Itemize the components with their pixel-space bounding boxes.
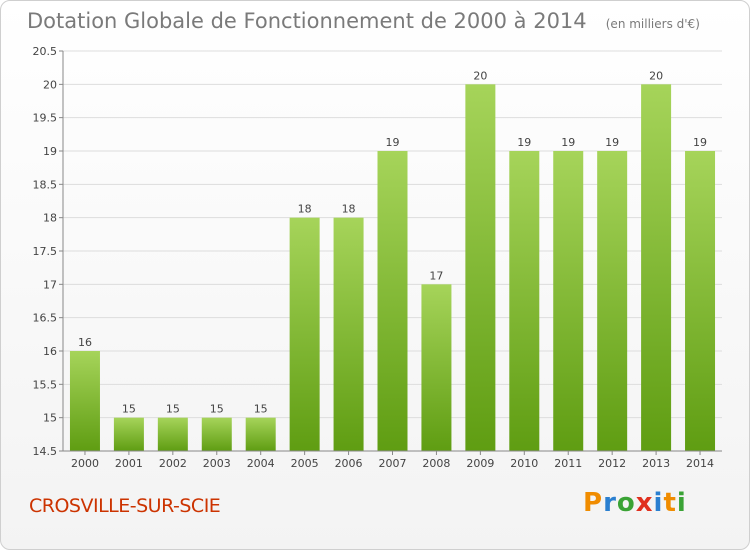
- x-tick-label: 2003: [203, 457, 231, 470]
- x-tick-label: 2010: [510, 457, 538, 470]
- x-tick-label: 2013: [642, 457, 670, 470]
- bar: [553, 151, 584, 451]
- y-tick-label: 14.5: [33, 445, 58, 458]
- x-tick-label: 2012: [598, 457, 626, 470]
- bar: [421, 284, 452, 451]
- bar: [201, 417, 232, 451]
- x-tick-label: 2006: [335, 457, 363, 470]
- bar: [509, 151, 540, 451]
- x-tick-label: 2014: [686, 457, 714, 470]
- bar: [113, 417, 144, 451]
- y-tick-label: 19.5: [33, 112, 58, 125]
- data-label: 19: [561, 136, 575, 149]
- data-label: 19: [386, 136, 400, 149]
- y-tick-label: 17: [43, 278, 57, 291]
- proxiti-logo[interactable]: Proxiti: [583, 488, 687, 518]
- bar: [465, 84, 496, 451]
- bar: [685, 151, 716, 451]
- bar: [597, 151, 628, 451]
- y-tick-label: 15: [43, 412, 57, 425]
- y-tick-label: 16: [43, 345, 57, 358]
- y-tick-label: 20.5: [33, 45, 58, 58]
- x-tick-label: 2009: [466, 457, 494, 470]
- y-tick-label: 20: [43, 78, 57, 91]
- x-tick-label: 2004: [247, 457, 275, 470]
- data-label: 15: [254, 403, 268, 416]
- data-label: 19: [517, 136, 531, 149]
- data-label: 18: [298, 203, 312, 216]
- chart-unit: (en milliers d'€): [605, 17, 700, 31]
- y-tick-label: 18: [43, 212, 57, 225]
- logo-letter: i: [676, 488, 687, 518]
- chart-title: Dotation Globale de Fonctionnement de 20…: [27, 9, 587, 33]
- data-label: 17: [429, 269, 443, 282]
- data-label: 19: [605, 136, 619, 149]
- data-label: 19: [693, 136, 707, 149]
- bar: [641, 84, 672, 451]
- y-tick-label: 15.5: [33, 378, 58, 391]
- data-label: 15: [210, 403, 224, 416]
- x-tick-label: 2005: [291, 457, 319, 470]
- data-label: 15: [166, 403, 180, 416]
- y-tick-label: 17.5: [33, 245, 58, 258]
- x-tick-label: 2002: [159, 457, 187, 470]
- y-tick-label: 19: [43, 145, 57, 158]
- bars: [69, 84, 716, 451]
- data-labels: 16 15 15 15 15 18 18 19 17 20 19 19 19 20 19: [78, 69, 707, 415]
- x-tick-label: 2001: [115, 457, 143, 470]
- bar: [157, 417, 188, 451]
- bar: [245, 417, 276, 451]
- bar: [333, 217, 364, 451]
- x-tick-label: 2008: [422, 457, 450, 470]
- chart-header: Dotation Globale de Fonctionnement de 20…: [27, 9, 700, 33]
- commune-name: CROSVILLE-SUR-SCIE: [29, 495, 221, 517]
- x-tick-label: 2011: [554, 457, 582, 470]
- bar: [289, 217, 320, 451]
- y-tick-label: 16.5: [33, 312, 58, 325]
- logo-letter: x: [635, 488, 654, 518]
- logo-letter: r: [603, 488, 617, 518]
- bar: [377, 151, 408, 451]
- logo-letter: o: [616, 488, 636, 518]
- logo-letter: t: [663, 488, 677, 518]
- data-label: 15: [122, 403, 136, 416]
- data-label: 20: [473, 69, 487, 82]
- y-tick-label: 18.5: [33, 178, 58, 191]
- data-label: 18: [342, 203, 356, 216]
- x-tick-label: 2000: [71, 457, 99, 470]
- logo-letter: P: [583, 488, 604, 518]
- logo-letter: i: [653, 488, 664, 518]
- bar: [69, 351, 100, 451]
- data-label: 20: [649, 69, 663, 82]
- x-tick-label: 2007: [379, 457, 407, 470]
- data-label: 16: [78, 336, 92, 349]
- axes: 14.5 15 15.5 16 16.5 17 17.5 18 18.5 19 19.5 20 20.5…: [33, 45, 722, 470]
